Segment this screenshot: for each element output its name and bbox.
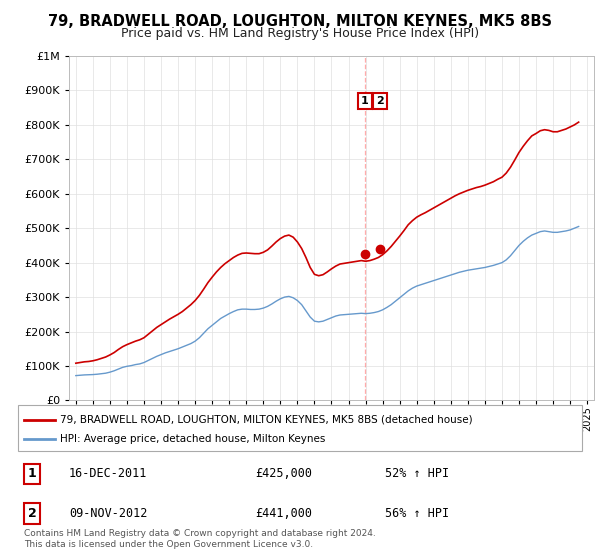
- Text: 1: 1: [28, 468, 37, 480]
- Text: 79, BRADWELL ROAD, LOUGHTON, MILTON KEYNES, MK5 8BS: 79, BRADWELL ROAD, LOUGHTON, MILTON KEYN…: [48, 14, 552, 29]
- Text: HPI: Average price, detached house, Milton Keynes: HPI: Average price, detached house, Milt…: [60, 435, 326, 444]
- Text: Price paid vs. HM Land Registry's House Price Index (HPI): Price paid vs. HM Land Registry's House …: [121, 27, 479, 40]
- Text: 09-NOV-2012: 09-NOV-2012: [69, 507, 147, 520]
- Text: 56% ↑ HPI: 56% ↑ HPI: [385, 507, 449, 520]
- Text: Contains HM Land Registry data © Crown copyright and database right 2024.
This d: Contains HM Land Registry data © Crown c…: [23, 529, 376, 549]
- FancyBboxPatch shape: [18, 405, 582, 451]
- Text: 79, BRADWELL ROAD, LOUGHTON, MILTON KEYNES, MK5 8BS (detached house): 79, BRADWELL ROAD, LOUGHTON, MILTON KEYN…: [60, 414, 473, 424]
- Text: 2: 2: [28, 507, 37, 520]
- Text: £425,000: £425,000: [255, 468, 312, 480]
- Text: 1: 1: [361, 96, 369, 106]
- Text: 52% ↑ HPI: 52% ↑ HPI: [385, 468, 449, 480]
- Text: £441,000: £441,000: [255, 507, 312, 520]
- Text: 2: 2: [376, 96, 384, 106]
- Text: 16-DEC-2011: 16-DEC-2011: [69, 468, 147, 480]
